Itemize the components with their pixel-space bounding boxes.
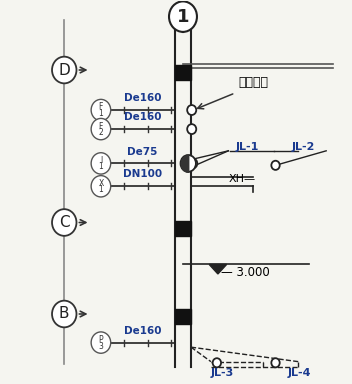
Circle shape bbox=[187, 124, 196, 134]
Text: De75: De75 bbox=[127, 147, 157, 157]
Text: — 3.000: — 3.000 bbox=[221, 266, 270, 278]
Text: B: B bbox=[59, 306, 69, 321]
Circle shape bbox=[169, 2, 197, 32]
Circle shape bbox=[187, 159, 195, 168]
Text: JL-2: JL-2 bbox=[291, 142, 315, 152]
Text: D: D bbox=[58, 63, 70, 78]
Text: X: X bbox=[98, 179, 103, 188]
Text: 3: 3 bbox=[99, 341, 103, 351]
Text: JL-4: JL-4 bbox=[288, 368, 311, 378]
Text: C: C bbox=[59, 215, 70, 230]
Circle shape bbox=[188, 159, 197, 168]
Circle shape bbox=[187, 105, 196, 115]
Text: F: F bbox=[99, 103, 103, 111]
Circle shape bbox=[91, 175, 111, 197]
Circle shape bbox=[52, 209, 76, 236]
Circle shape bbox=[181, 155, 196, 172]
Bar bbox=[175, 65, 191, 79]
Text: 1: 1 bbox=[177, 8, 189, 26]
Text: F: F bbox=[99, 122, 103, 131]
Text: 1: 1 bbox=[99, 185, 103, 194]
Text: 1: 1 bbox=[99, 162, 103, 171]
Circle shape bbox=[271, 161, 280, 170]
Circle shape bbox=[52, 301, 76, 327]
Text: 2: 2 bbox=[99, 128, 103, 137]
Text: I: I bbox=[100, 156, 102, 165]
Text: JL-1: JL-1 bbox=[235, 142, 259, 152]
Circle shape bbox=[91, 99, 111, 121]
Text: P: P bbox=[99, 335, 103, 344]
Circle shape bbox=[91, 153, 111, 174]
Text: De160: De160 bbox=[124, 112, 161, 122]
Text: De160: De160 bbox=[124, 326, 161, 336]
Text: JL-3: JL-3 bbox=[211, 368, 234, 378]
Circle shape bbox=[91, 332, 111, 353]
Text: XH—: XH— bbox=[228, 174, 256, 184]
Circle shape bbox=[271, 358, 280, 367]
Circle shape bbox=[91, 118, 111, 140]
Circle shape bbox=[213, 358, 221, 367]
Circle shape bbox=[52, 57, 76, 83]
Text: 防水套管: 防水套管 bbox=[239, 76, 269, 89]
Bar bbox=[175, 221, 191, 236]
Text: 1: 1 bbox=[99, 109, 103, 118]
Text: DN100: DN100 bbox=[123, 169, 162, 179]
Text: De160: De160 bbox=[124, 93, 161, 103]
Bar bbox=[175, 309, 191, 324]
Polygon shape bbox=[209, 265, 227, 274]
